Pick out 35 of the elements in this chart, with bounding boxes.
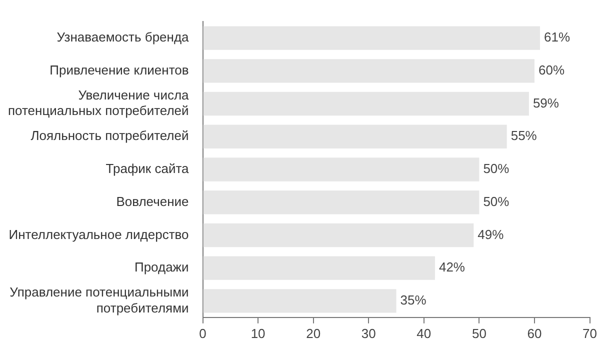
- y-tick-label: Узнаваемость бренда: [56, 30, 190, 45]
- bar: [203, 124, 507, 148]
- data-label: 60%: [538, 62, 565, 78]
- data-label: 61%: [544, 30, 570, 45]
- data-label: 55%: [510, 128, 538, 144]
- bar: [203, 26, 540, 50]
- x-tick-label: 0: [199, 326, 206, 341]
- data-label: 42%: [438, 260, 466, 275]
- bar: [203, 289, 396, 313]
- bar: [203, 59, 534, 83]
- x-tick-label: 50: [472, 326, 486, 341]
- y-tick-label: Привлечение клиентов: [50, 62, 189, 78]
- data-label: 50%: [483, 161, 510, 176]
- y-tick-label: Управление потенциальными потребителями: [10, 284, 189, 316]
- bar: [203, 158, 480, 182]
- y-tick-label: Интеллектуальное лидерство: [8, 226, 189, 242]
- x-tick-label: 20: [306, 326, 321, 341]
- y-tick-label: Лояльность потребителей: [30, 128, 189, 144]
- bar: [203, 92, 529, 116]
- data-label: 59%: [532, 95, 560, 110]
- x-tick-label: 10: [250, 326, 266, 341]
- bar: [203, 223, 474, 248]
- y-tick-label: Трафик сайта: [106, 161, 190, 176]
- x-tick-label: 40: [416, 326, 432, 341]
- y-tick-label: Увеличение числа потенциальных потребителей: [8, 88, 190, 118]
- x-tick-label: 30: [361, 326, 376, 341]
- bar: [203, 256, 435, 280]
- data-label: 35%: [400, 292, 427, 308]
- data-label: 49%: [478, 226, 504, 242]
- y-tick-label: Вовлечение: [116, 194, 189, 209]
- x-tick-label: 70: [582, 326, 598, 341]
- y-tick-label: Продажи: [134, 260, 189, 275]
- bar: [203, 190, 480, 214]
- x-tick-label: 60: [527, 326, 542, 341]
- data-label: 50%: [483, 194, 510, 209]
